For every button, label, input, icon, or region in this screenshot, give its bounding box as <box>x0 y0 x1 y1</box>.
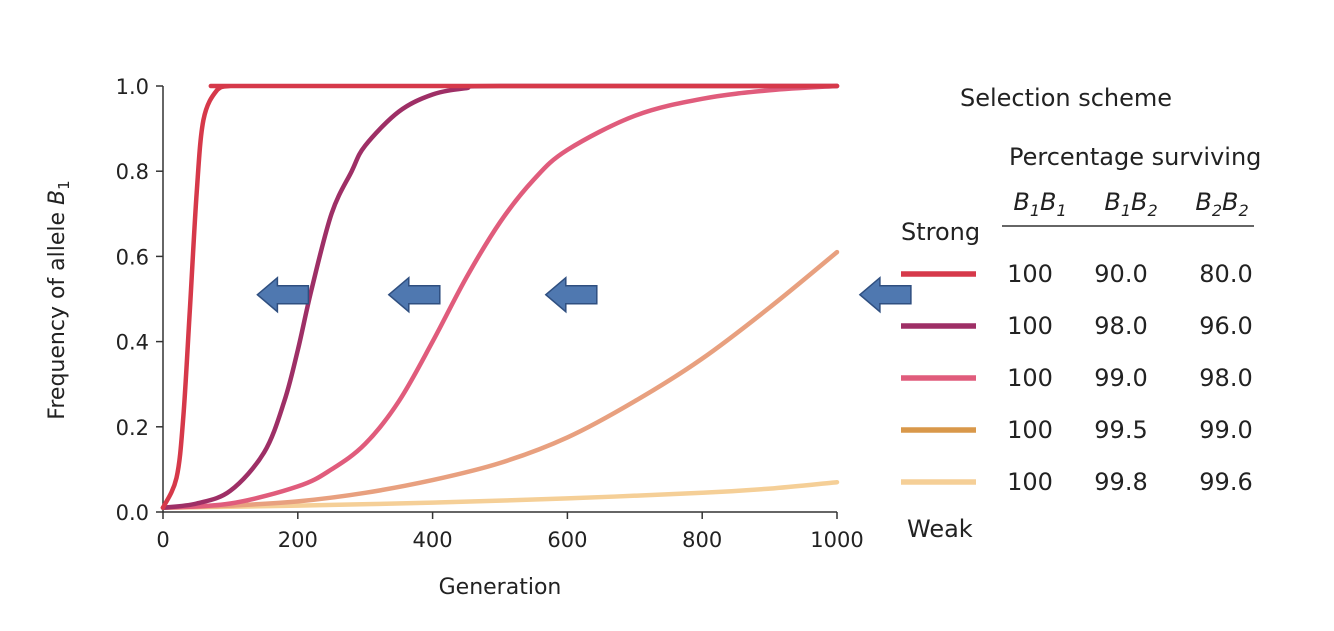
legend-subtitle: Percentage surviving <box>1009 143 1261 171</box>
series-line <box>160 83 840 510</box>
legend-value: 96.0 <box>1199 312 1252 340</box>
legend-value: 100 <box>1007 312 1053 340</box>
x-axis-label: Generation <box>439 575 562 600</box>
legend-value: 100 <box>1007 468 1053 496</box>
y-tick-label: 0.2 <box>116 416 149 440</box>
legend-value: 100 <box>1007 260 1053 288</box>
98-arrow <box>387 276 441 314</box>
weak-arrow <box>858 276 912 314</box>
y-tick-label: 0.4 <box>116 331 149 355</box>
y-axis-label: Frequency of allele B1 <box>45 180 73 419</box>
legend-value: 80.0 <box>1199 260 1252 288</box>
y-ticks: 0.0 0.2 0.4 0.6 0.8 1.0 <box>116 75 163 525</box>
arrow-group <box>256 276 912 314</box>
series-line <box>160 83 840 510</box>
legend-strong-label: Strong <box>901 218 980 246</box>
legend-value: 99.8 <box>1094 468 1147 496</box>
y-tick-label: 0.6 <box>116 245 149 269</box>
axes <box>162 86 837 513</box>
legend-value: 99.5 <box>1094 416 1147 444</box>
legend-value: 98.0 <box>1094 312 1147 340</box>
legend-header-b2b2: B2B2 <box>1195 188 1248 220</box>
legend-header-b1b1: B1B1 <box>1013 188 1066 220</box>
legend-value: 99.0 <box>1094 364 1147 392</box>
legend-title: Selection scheme <box>960 84 1172 112</box>
series-line <box>160 249 840 510</box>
x-ticks: 0 200 400 600 800 1000 <box>156 512 864 552</box>
x-tick-label: 400 <box>413 528 453 552</box>
x-tick-label: 800 <box>682 528 722 552</box>
y-tick-label: 0.0 <box>116 501 149 525</box>
legend-value: 100 <box>1007 364 1053 392</box>
strong-arrow <box>256 276 310 314</box>
legend-weak-label: Weak <box>907 515 973 543</box>
x-tick-label: 600 <box>547 528 587 552</box>
series-group <box>160 83 840 510</box>
legend-value: 99.0 <box>1199 416 1252 444</box>
legend-value: 90.0 <box>1094 260 1147 288</box>
y-tick-label: 1.0 <box>116 75 149 99</box>
legend-rows: 100 90.0 80.0 100 98.0 96.0 100 99.0 98.0 100 99.5… <box>901 260 1253 496</box>
99-arrow <box>544 276 598 314</box>
x-tick-label: 0 <box>156 528 169 552</box>
legend-value: 100 <box>1007 416 1053 444</box>
legend-value: 98.0 <box>1199 364 1252 392</box>
x-tick-label: 200 <box>278 528 318 552</box>
x-tick-label: 1000 <box>810 528 863 552</box>
legend: Selection scheme Percentage surviving B1… <box>901 84 1261 543</box>
series-line <box>160 479 840 510</box>
legend-value: 99.6 <box>1199 468 1252 496</box>
y-tick-label: 0.8 <box>116 160 149 184</box>
legend-header-b1b2: B1B2 <box>1104 188 1157 220</box>
